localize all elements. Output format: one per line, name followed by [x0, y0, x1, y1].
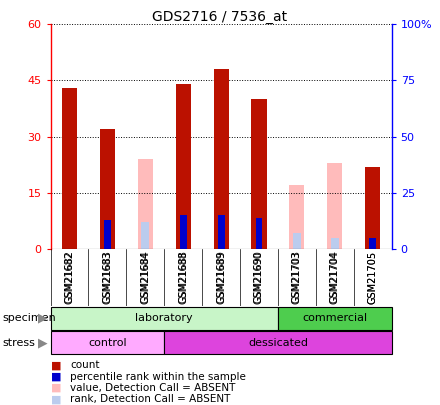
Bar — [290, 185, 304, 249]
Text: specimen: specimen — [2, 313, 56, 323]
Text: count: count — [70, 360, 100, 370]
Bar — [62, 88, 77, 249]
Bar — [176, 84, 191, 249]
Text: GSM21704: GSM21704 — [330, 251, 340, 304]
Text: control: control — [88, 338, 127, 347]
Bar — [141, 222, 150, 249]
Text: GSM21689: GSM21689 — [216, 251, 226, 304]
Text: rank, Detection Call = ABSENT: rank, Detection Call = ABSENT — [70, 394, 231, 404]
Bar — [251, 99, 267, 249]
Text: ■: ■ — [51, 372, 61, 382]
Bar — [213, 69, 229, 249]
Bar — [369, 238, 376, 249]
Text: GSM21682: GSM21682 — [65, 251, 74, 304]
Text: ■: ■ — [51, 383, 61, 393]
Text: dessicated: dessicated — [248, 338, 308, 347]
Bar — [104, 220, 111, 249]
Bar — [164, 331, 392, 354]
Bar — [278, 307, 392, 330]
Bar — [218, 215, 224, 249]
Text: laboratory: laboratory — [136, 313, 193, 323]
Bar — [180, 215, 187, 249]
Text: ■: ■ — [51, 360, 61, 370]
Text: GSM21690: GSM21690 — [254, 251, 264, 304]
Bar — [293, 233, 301, 249]
Text: GDS2716 / 7536_at: GDS2716 / 7536_at — [152, 10, 288, 24]
Text: percentile rank within the sample: percentile rank within the sample — [70, 372, 246, 382]
Bar — [327, 163, 342, 249]
Bar — [330, 238, 339, 249]
Text: GSM21703: GSM21703 — [292, 251, 302, 304]
Text: ▶: ▶ — [38, 336, 48, 349]
Text: ▶: ▶ — [38, 312, 48, 325]
Text: GSM21684: GSM21684 — [140, 251, 150, 304]
Text: value, Detection Call = ABSENT: value, Detection Call = ABSENT — [70, 383, 236, 393]
Bar — [256, 217, 262, 249]
Bar — [365, 167, 380, 249]
Bar — [138, 159, 153, 249]
Text: GSM21688: GSM21688 — [178, 251, 188, 304]
Text: GSM21705: GSM21705 — [368, 251, 378, 304]
Text: ■: ■ — [51, 394, 61, 404]
Text: stress: stress — [2, 338, 35, 347]
Text: commercial: commercial — [302, 313, 367, 323]
Bar — [100, 129, 115, 249]
Bar — [51, 307, 278, 330]
Text: GSM21683: GSM21683 — [103, 251, 113, 304]
Bar — [51, 331, 164, 354]
